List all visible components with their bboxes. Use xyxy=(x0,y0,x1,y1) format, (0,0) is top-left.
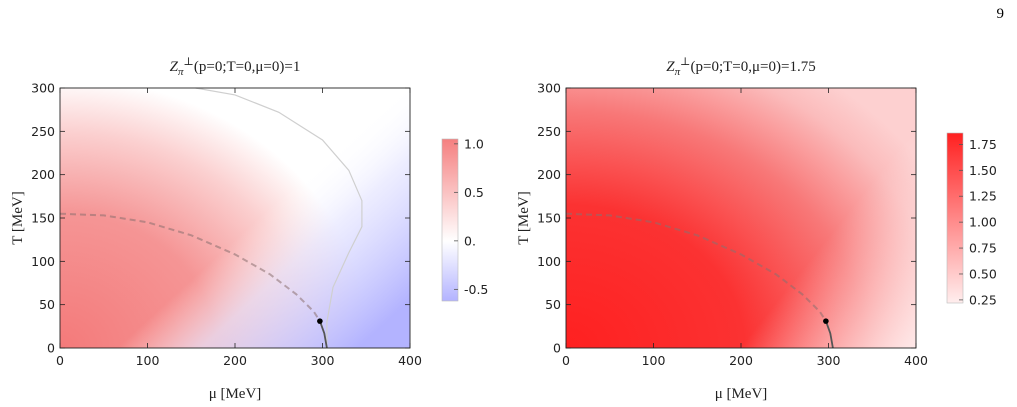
y-tick-label: 200 xyxy=(31,167,55,182)
y-tick-label: 300 xyxy=(537,81,561,96)
title-symbol: Z xyxy=(170,59,179,75)
y-tick-label: 250 xyxy=(537,124,561,139)
colorbar-tick-label: 0.75 xyxy=(969,241,997,256)
y-tick-label: 150 xyxy=(537,211,561,226)
crossover-line xyxy=(59,212,321,322)
y-tick-label: 150 xyxy=(31,211,55,226)
y-tick-label: 200 xyxy=(537,167,561,182)
x-axis-label: μ [MeV] xyxy=(715,386,768,402)
y-tick-label: 250 xyxy=(31,124,55,139)
x-tick-label: 400 xyxy=(904,353,928,368)
colorbar-tick-label: 0.50 xyxy=(969,266,997,281)
x-tick-label: 100 xyxy=(642,353,666,368)
colorbar-tick-label: 1.50 xyxy=(969,163,997,178)
density-map-overlay xyxy=(60,88,410,348)
x-tick-label: 300 xyxy=(311,353,335,368)
y-tick-label: 50 xyxy=(39,297,55,312)
right-panel: 0 100 200 300 400 0 50 100 150 200 250 300 μ [MeV] T … xyxy=(516,56,997,402)
colorbar-tick-label: 0.5 xyxy=(464,185,484,200)
x-tick-label: 300 xyxy=(817,353,841,368)
colorbar xyxy=(441,138,459,302)
colorbar-tick-label: -0.5 xyxy=(464,282,488,297)
title-superscript: ⊥ xyxy=(680,56,690,68)
chart-title: Zπ⊥(p=0;T=0,μ=0)=1.75 xyxy=(666,56,815,78)
colorbar-tick-label: 1.75 xyxy=(969,137,997,152)
zero-contour-line xyxy=(195,87,363,348)
y-axis-label: T [MeV] xyxy=(516,191,532,244)
crossover-line xyxy=(565,212,827,322)
colorbar-tick-label: 1.00 xyxy=(969,215,997,230)
title-condition: (p=0;T=0,μ=0)=1 xyxy=(194,59,300,75)
page-number: 9 xyxy=(997,6,1005,22)
first-order-line xyxy=(825,320,834,349)
x-axis-label: μ [MeV] xyxy=(209,386,262,402)
colorbar-tick-label: 0.25 xyxy=(969,292,997,307)
x-tick-label: 0 xyxy=(56,353,64,368)
y-tick-label: 100 xyxy=(537,254,561,269)
title-subscript: π xyxy=(675,66,681,78)
left-panel: 0 100 200 300 400 0 50 100 150 200 250 300 μ [MeV] T … xyxy=(10,56,488,402)
y-tick-label: 0 xyxy=(553,341,561,356)
x-tick-label: 200 xyxy=(729,353,753,368)
y-tick-label: 50 xyxy=(545,297,561,312)
x-tick-label: 200 xyxy=(223,353,247,368)
x-tick-label: 0 xyxy=(562,353,570,368)
colorbar-tick-label: 0. xyxy=(464,233,476,248)
title-subscript: π xyxy=(178,66,184,78)
density-map-overlay xyxy=(566,88,916,348)
title-condition: (p=0;T=0,μ=0)=1.75 xyxy=(691,59,816,75)
colorbar-tick-label: 1.0 xyxy=(464,136,484,151)
critical-point xyxy=(317,318,323,324)
y-tick-label: 0 xyxy=(47,341,55,356)
colorbar xyxy=(946,132,964,304)
critical-point xyxy=(823,318,829,324)
title-symbol: Z xyxy=(666,59,675,75)
chart-title: Zπ⊥(p=0;T=0,μ=0)=1 xyxy=(170,56,301,78)
x-tick-label: 100 xyxy=(136,353,160,368)
x-tick-label: 400 xyxy=(398,353,422,368)
colorbar-tick-label: 1.25 xyxy=(969,189,997,204)
first-order-line xyxy=(319,320,328,349)
y-axis-label: T [MeV] xyxy=(10,191,26,244)
y-tick-label: 300 xyxy=(31,81,55,96)
title-superscript: ⊥ xyxy=(184,56,194,68)
y-tick-label: 100 xyxy=(31,254,55,269)
